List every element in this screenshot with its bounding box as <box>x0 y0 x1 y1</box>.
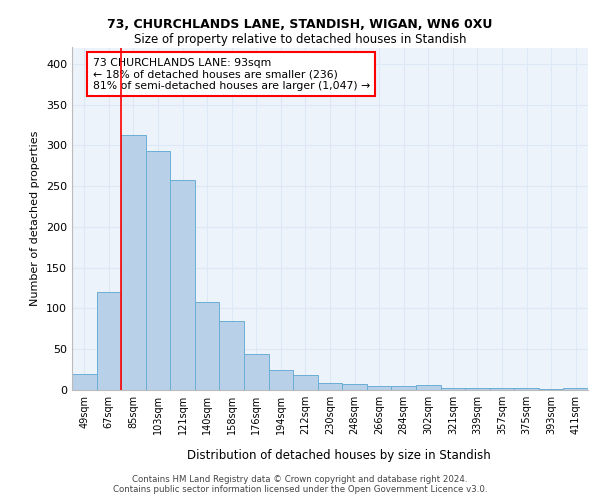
Bar <box>465 388 490 390</box>
Bar <box>121 135 146 390</box>
Text: Size of property relative to detached houses in Standish: Size of property relative to detached ho… <box>134 32 466 46</box>
Bar <box>514 388 539 390</box>
Bar <box>342 384 367 390</box>
Bar <box>391 386 416 390</box>
Bar <box>416 385 440 390</box>
Bar <box>146 151 170 390</box>
Text: 73 CHURCHLANDS LANE: 93sqm
← 18% of detached houses are smaller (236)
81% of sem: 73 CHURCHLANDS LANE: 93sqm ← 18% of deta… <box>92 58 370 91</box>
Text: Contains public sector information licensed under the Open Government Licence v3: Contains public sector information licen… <box>113 485 487 494</box>
Bar <box>97 292 121 390</box>
Bar <box>170 180 195 390</box>
Text: 73, CHURCHLANDS LANE, STANDISH, WIGAN, WN6 0XU: 73, CHURCHLANDS LANE, STANDISH, WIGAN, W… <box>107 18 493 30</box>
Bar <box>440 388 465 390</box>
Bar <box>318 382 342 390</box>
Bar <box>539 389 563 390</box>
Bar <box>72 374 97 390</box>
Bar <box>563 388 588 390</box>
Bar <box>293 376 318 390</box>
Bar <box>490 388 514 390</box>
Bar <box>244 354 269 390</box>
Bar <box>269 370 293 390</box>
Bar <box>367 386 391 390</box>
Bar <box>220 320 244 390</box>
Text: Contains HM Land Registry data © Crown copyright and database right 2024.: Contains HM Land Registry data © Crown c… <box>132 475 468 484</box>
Text: Distribution of detached houses by size in Standish: Distribution of detached houses by size … <box>187 450 491 462</box>
Bar <box>195 302 220 390</box>
Y-axis label: Number of detached properties: Number of detached properties <box>31 131 40 306</box>
